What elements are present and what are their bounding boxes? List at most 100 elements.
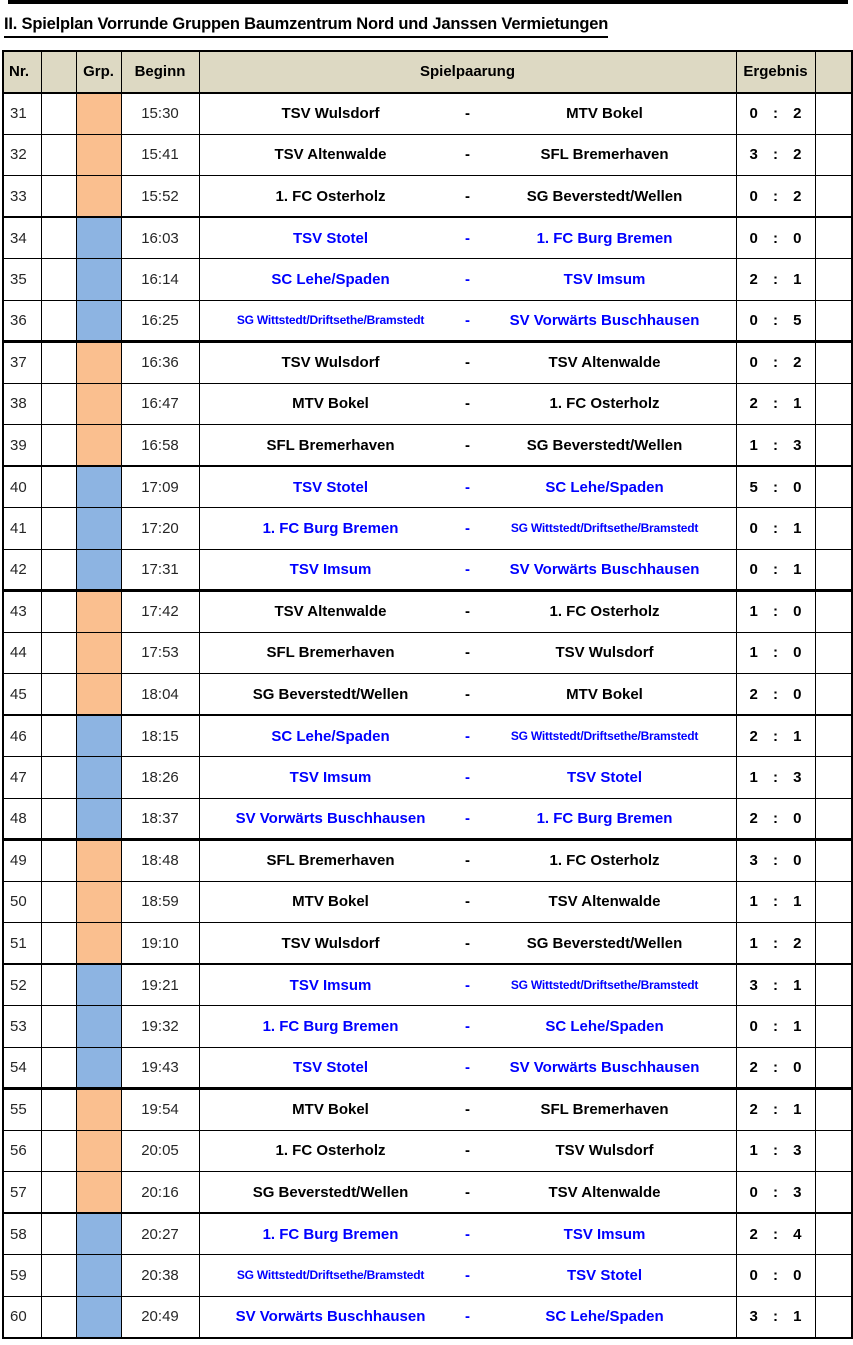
group-color-cell [75, 175, 122, 218]
match-number: 54 [2, 1046, 42, 1090]
header-spielpaarung: Spielpaarung [198, 50, 737, 94]
score-away: 0 [793, 1266, 802, 1284]
home-team: TSV Wulsdorf [281, 105, 380, 123]
result-cell: 1 : 3 [735, 424, 816, 467]
pairing-separator: - [465, 893, 470, 911]
blank-cell-left [40, 1254, 77, 1297]
home-team: SV Vorwärts Buschhausen [235, 809, 426, 827]
kickoff-time: 15:41 [120, 133, 200, 177]
score-separator: : [773, 768, 778, 786]
kickoff-time: 19:43 [120, 1046, 200, 1090]
pairing-cell: 1. FC Burg Bremen - TSV Imsum [198, 1212, 737, 1256]
score-home: 3 [749, 1308, 758, 1326]
table-row: 51 19:10 TSV Wulsdorf - SG Beverstedt/We… [2, 922, 853, 965]
match-number: 40 [2, 465, 42, 509]
away-team: 1. FC Osterholz [549, 852, 660, 870]
blank-cell-right [814, 133, 853, 177]
pairing-separator: - [465, 519, 470, 537]
table-row: 56 20:05 1. FC Osterholz - TSV Wulsdorf … [2, 1129, 853, 1173]
match-number: 44 [2, 631, 42, 675]
score-away: 2 [793, 105, 802, 123]
pairing-separator: - [465, 934, 470, 952]
home-team: 1. FC Osterholz [275, 187, 386, 205]
group-color-cell [75, 631, 122, 675]
match-number: 58 [2, 1212, 42, 1256]
match-number: 37 [2, 340, 42, 384]
home-team: TSV Stotel [292, 478, 368, 496]
kickoff-time: 20:38 [120, 1254, 200, 1297]
score-separator: : [773, 1142, 778, 1160]
pairing-separator: - [465, 1266, 470, 1284]
score-home: 0 [749, 560, 758, 578]
blank-cell-right [814, 258, 853, 301]
score-away: 2 [793, 187, 802, 205]
pairing-cell: TSV Stotel - SV Vorwärts Buschhausen [198, 1046, 737, 1090]
table-row: 59 20:38 SG Wittstedt/Driftsethe/Bramste… [2, 1254, 853, 1297]
match-number: 55 [2, 1087, 42, 1131]
score-separator: : [773, 105, 778, 123]
score-home: 1 [749, 934, 758, 952]
result-cell: 2 : 0 [735, 797, 816, 841]
blank-cell-left [40, 673, 77, 716]
home-team: SC Lehe/Spaden [271, 727, 390, 745]
table-row: 48 18:37 SV Vorwärts Buschhausen - 1. FC… [2, 797, 853, 841]
blank-cell-left [40, 1129, 77, 1173]
pairing-cell: TSV Imsum - SV Vorwärts Buschhausen [198, 548, 737, 592]
table-row: 38 16:47 MTV Bokel - 1. FC Osterholz 2 :… [2, 382, 853, 426]
pairing-cell: MTV Bokel - SFL Bremerhaven [198, 1087, 737, 1131]
score-home: 0 [749, 311, 758, 329]
match-number: 51 [2, 922, 42, 965]
blank-cell-right [814, 92, 853, 135]
match-number: 39 [2, 424, 42, 467]
pairing-cell: TSV Stotel - SC Lehe/Spaden [198, 465, 737, 509]
blank-cell-left [40, 465, 77, 509]
match-number: 52 [2, 963, 42, 1007]
result-cell: 2 : 1 [735, 258, 816, 301]
score-separator: : [773, 478, 778, 496]
result-cell: 0 : 5 [735, 299, 816, 343]
kickoff-time: 18:37 [120, 797, 200, 841]
match-number: 41 [2, 507, 42, 550]
match-number: 50 [2, 880, 42, 924]
group-color-cell [75, 1129, 122, 1173]
result-cell: 0 : 1 [735, 548, 816, 592]
header-blank-2 [814, 50, 853, 94]
header-beginn: Beginn [120, 50, 200, 94]
score-away: 3 [793, 436, 802, 454]
blank-cell-right [814, 340, 853, 384]
header-ergebnis: Ergebnis [735, 50, 816, 94]
blank-cell-right [814, 1087, 853, 1131]
group-color-cell [75, 92, 122, 135]
score-separator: : [773, 852, 778, 870]
match-number: 59 [2, 1254, 42, 1297]
score-separator: : [773, 1058, 778, 1076]
score-away: 1 [793, 1101, 802, 1119]
pairing-cell: SG Beverstedt/Wellen - TSV Altenwalde [198, 1171, 737, 1214]
blank-cell-right [814, 1295, 853, 1339]
result-cell: 2 : 1 [735, 714, 816, 758]
result-cell: 0 : 0 [735, 216, 816, 260]
home-team: SFL Bremerhaven [266, 644, 395, 662]
blank-cell-right [814, 424, 853, 467]
result-cell: 0 : 0 [735, 1254, 816, 1297]
blank-cell-left [40, 299, 77, 343]
group-color-cell [75, 382, 122, 426]
table-row: 52 19:21 TSV Imsum - SG Wittstedt/Drifts… [2, 963, 853, 1007]
blank-cell-left [40, 548, 77, 592]
home-team: TSV Stotel [292, 229, 368, 247]
match-number: 57 [2, 1171, 42, 1214]
pairing-separator: - [465, 229, 470, 247]
blank-cell-right [814, 507, 853, 550]
home-team: SC Lehe/Spaden [271, 270, 390, 288]
pairing-separator: - [465, 852, 470, 870]
score-home: 2 [749, 1225, 758, 1243]
group-color-cell [75, 714, 122, 758]
schedule-table: Nr. Grp. Beginn Spielpaarung Ergebnis 31… [2, 49, 853, 1339]
score-away: 1 [793, 976, 802, 994]
group-color-cell [75, 589, 122, 633]
table-row: 39 16:58 SFL Bremerhaven - SG Beverstedt… [2, 424, 853, 467]
group-color-cell [75, 797, 122, 841]
score-separator: : [773, 727, 778, 745]
score-away: 3 [793, 1142, 802, 1160]
result-cell: 3 : 2 [735, 133, 816, 177]
